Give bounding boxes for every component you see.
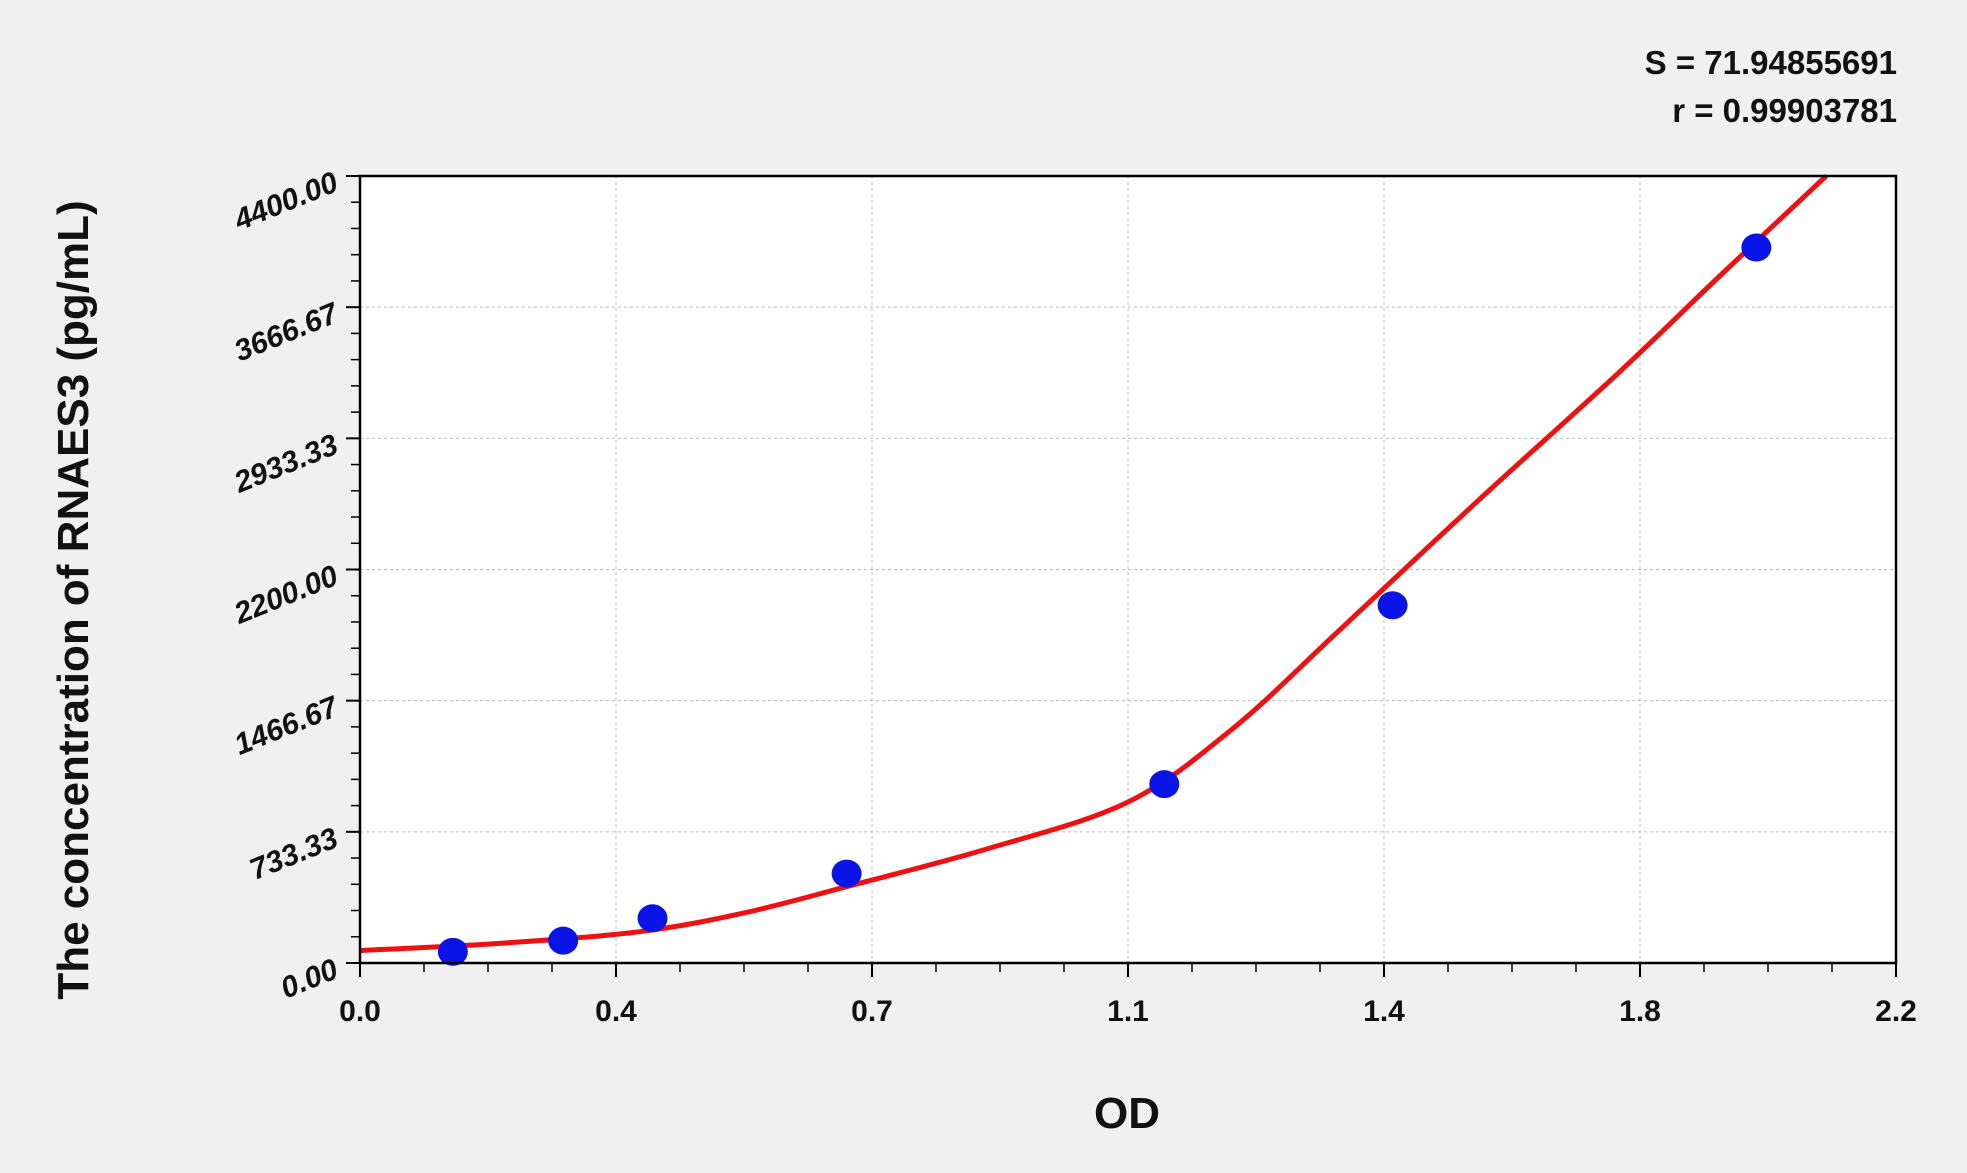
data-point xyxy=(831,859,862,888)
stat-r: r = 0.99903781 xyxy=(1672,92,1897,129)
marks xyxy=(359,174,1828,966)
plot-frame xyxy=(358,174,1898,965)
data-point xyxy=(1741,233,1772,262)
x-tick-labels: 0.0 0.4 0.7 1.1 1.4 1.8 2.2 xyxy=(339,995,1917,1028)
fit-curve xyxy=(359,174,1828,953)
x-tick-label: 1.4 xyxy=(1363,995,1405,1028)
data-point xyxy=(548,926,579,955)
y-tick-label: 3666.67 xyxy=(230,297,344,369)
data-point xyxy=(637,904,668,933)
x-tick-label: 2.2 xyxy=(1875,995,1917,1028)
x-tick-label: 1.1 xyxy=(1107,995,1149,1028)
y-tick-label: 4400.00 xyxy=(229,166,343,238)
grid xyxy=(360,176,1896,963)
ticks xyxy=(346,175,1897,977)
x-tick-label: 0.4 xyxy=(595,995,637,1028)
stat-s: S = 71.94855691 xyxy=(1644,44,1897,81)
data-point xyxy=(1149,770,1180,799)
x-axis-title: OD xyxy=(1094,1089,1160,1138)
y-axis-title: The concentration of RNAES3 (pg/mL) xyxy=(49,200,98,999)
data-point xyxy=(437,937,468,966)
x-tick-label: 1.8 xyxy=(1619,995,1661,1028)
y-tick-label: 0.00 xyxy=(276,953,343,1006)
x-tick-label: 0.7 xyxy=(851,995,893,1028)
data-point xyxy=(1377,591,1408,620)
y-tick-label: 1466.67 xyxy=(230,690,344,762)
x-tick-label: 0.0 xyxy=(339,995,381,1028)
y-tick-label: 2933.33 xyxy=(229,428,343,500)
y-tick-label: 733.33 xyxy=(245,822,343,887)
y-tick-labels: 0.00 733.33 1466.67 2200.00 2933.33 3666.67 44… xyxy=(229,166,344,1006)
y-tick-label: 2200.00 xyxy=(229,559,343,631)
